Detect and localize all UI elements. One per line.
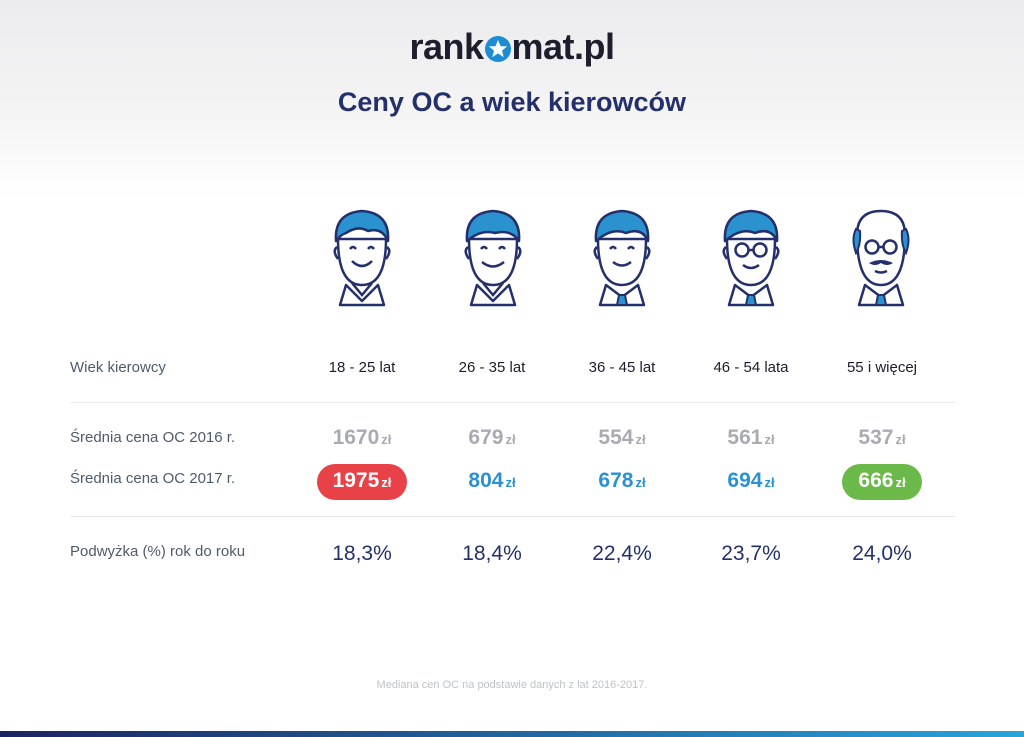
divider [70, 516, 955, 517]
logo-text-right: mat.pl [511, 26, 616, 67]
row-label-price-2016: Średnia cena OC 2016 r. [70, 429, 236, 446]
driver-tie-icon [584, 205, 660, 309]
price-value: 804 [468, 469, 504, 492]
price-2016-value: 1670 zł [297, 425, 427, 453]
age-group-label: 18 - 25 lat [328, 359, 396, 376]
page-title: Ceny OC a wiek kierowców [337, 87, 687, 117]
price-value: 561 [727, 426, 763, 449]
driver-icon [455, 205, 531, 309]
increase-value: 18,3% [332, 542, 392, 565]
age-group-label: 46 - 54 lata [713, 359, 789, 376]
price-2016-value: 537 zł [817, 425, 947, 453]
row-label-age: Wiek kierowcy [70, 359, 166, 376]
footnote: Mediana cen OC na podstawie danych z lat… [376, 679, 648, 691]
increase-value: 22,4% [592, 542, 652, 565]
currency-unit: zł [381, 475, 392, 490]
logo: rank mat.pl [0, 26, 1024, 68]
price-value: 666 [858, 469, 894, 492]
max-price-badge: 1975 zł [316, 464, 408, 500]
increase-value: 18,4% [462, 542, 522, 565]
bottom-accent-bar [0, 731, 1024, 737]
row-label-price-2017: Średnia cena OC 2017 r. [70, 470, 236, 487]
age-group-label: 26 - 35 lat [458, 359, 526, 376]
price-2017-value: 678 zł [557, 468, 687, 496]
logo-text-left: rank [409, 26, 484, 67]
currency-unit: zł [764, 432, 775, 447]
price-value: 554 [598, 426, 634, 449]
currency-unit: zł [505, 432, 516, 447]
age-group-label: 36 - 45 lat [588, 359, 656, 376]
currency-unit: zł [381, 432, 392, 447]
price-2017-value: 1975 zł [297, 464, 427, 500]
price-2016-value: 561 zł [686, 425, 816, 453]
currency-unit: zł [764, 475, 775, 490]
star-icon [484, 36, 511, 62]
increase-value: 24,0% [852, 542, 912, 565]
currency-unit: zł [505, 475, 516, 490]
price-value: 1670 [332, 426, 380, 449]
currency-unit: zł [895, 475, 906, 490]
senior-driver-icon [843, 205, 919, 309]
age-group-label: 55 i więcej [846, 359, 918, 376]
row-label-increase: Podwyżka (%) rok do roku [70, 543, 246, 560]
price-2017-value: 694 zł [686, 468, 816, 496]
price-2016-value: 679 zł [427, 425, 557, 453]
price-value: 678 [598, 469, 634, 492]
price-value: 679 [468, 426, 504, 449]
increase-value: 23,7% [721, 542, 781, 565]
min-price-badge: 666 zł [842, 464, 922, 500]
price-2016-value: 554 zł [557, 425, 687, 453]
currency-unit: zł [635, 475, 646, 490]
currency-unit: zł [635, 432, 646, 447]
divider [70, 402, 955, 403]
young-driver-icon [324, 205, 400, 309]
price-value: 537 [858, 426, 894, 449]
price-2017-value: 666 zł [817, 464, 947, 500]
price-2017-value: 804 zł [427, 468, 557, 496]
price-value: 1975 [332, 469, 380, 492]
currency-unit: zł [895, 432, 906, 447]
driver-glasses-icon [713, 205, 789, 309]
header-background [0, 0, 1024, 200]
price-value: 694 [727, 469, 763, 492]
